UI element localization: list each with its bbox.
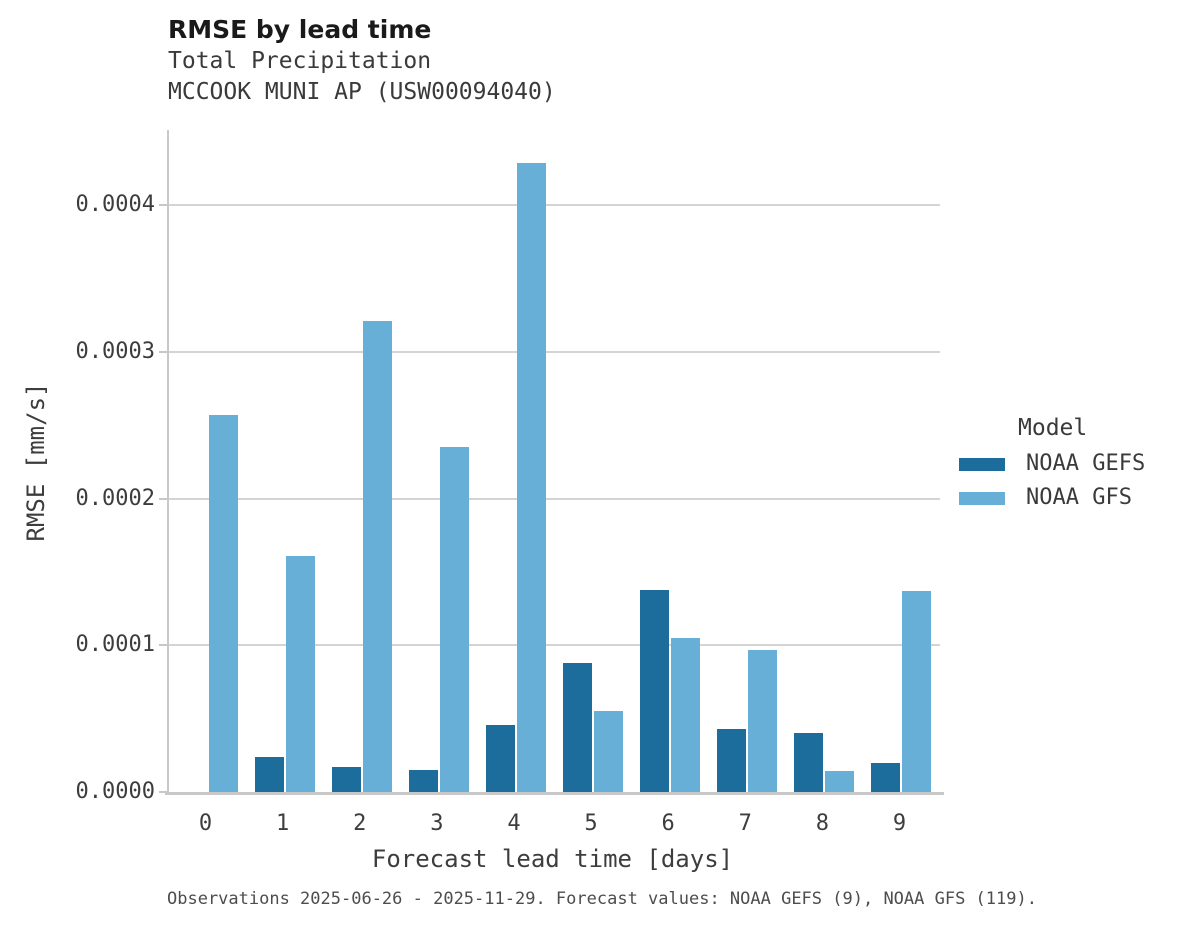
legend-swatch-noaa-gefs [959, 457, 1005, 471]
plot-area [159, 130, 944, 795]
y-tick-mark [159, 204, 167, 207]
y-tick-label: 0.0000 [75, 779, 155, 804]
bar-noaa-gefs-lead-6 [640, 589, 670, 792]
bar-noaa-gefs-lead-1 [254, 756, 284, 792]
bar-noaa-gfs-lead-2 [362, 321, 392, 792]
y-tick-label: 0.0003 [75, 338, 155, 364]
x-tick-label-7: 7 [738, 811, 752, 836]
bar-noaa-gefs-lead-3 [408, 770, 438, 792]
y-tick-label: 0.0002 [75, 485, 155, 511]
legend-swatch-noaa-gfs [959, 491, 1005, 505]
legend: Model NOAA GEFS NOAA GFS [959, 414, 1178, 522]
x-tick-label-0: 0 [198, 811, 213, 836]
gridline-0.0003 [169, 350, 940, 353]
gridline-0.0002 [169, 497, 940, 500]
bar-noaa-gefs-lead-8 [794, 733, 824, 792]
chart-title: RMSE by lead time [168, 15, 432, 44]
y-tick-labels: 0.0000 0.0001 0.0002 0.0003 0.0004 [0, 130, 157, 804]
y-tick-mark [159, 791, 167, 793]
bar-noaa-gefs-lead-9 [871, 762, 901, 792]
bar-noaa-gefs-lead-7 [717, 728, 747, 792]
bar-noaa-gfs-lead-1 [285, 555, 315, 792]
bar-noaa-gfs-lead-5 [594, 711, 624, 792]
legend-label-noaa-gfs: NOAA GFS [1026, 485, 1132, 510]
x-tick-label-4: 4 [507, 811, 521, 836]
chart-subtitle-variable: Total Precipitation [168, 48, 432, 74]
x-axis-spine [165, 792, 944, 795]
legend-title: Model [1018, 415, 1088, 441]
x-axis-label: Forecast lead time [days] [371, 845, 734, 873]
bar-noaa-gfs-lead-9 [902, 591, 932, 792]
bar-noaa-gefs-lead-5 [563, 662, 593, 792]
y-tick-mark [159, 350, 167, 353]
x-tick-label-1: 1 [276, 811, 290, 836]
bar-noaa-gefs-lead-2 [331, 767, 361, 792]
gridline-0.0004 [169, 204, 940, 207]
bar-noaa-gefs-lead-4 [485, 724, 515, 792]
legend-entry-noaa-gefs: NOAA GEFS [959, 451, 1178, 476]
x-tick-label-8: 8 [815, 811, 829, 836]
y-tick-label: 0.0004 [75, 192, 155, 218]
y-tick-mark [159, 644, 167, 647]
bar-noaa-gfs-lead-7 [748, 649, 778, 792]
bar-noaa-gfs-lead-8 [825, 771, 855, 792]
gridline-0.0001 [169, 644, 940, 647]
x-tick-label-3: 3 [430, 811, 444, 836]
x-tick-label-2: 2 [353, 811, 367, 836]
x-tick-label-5: 5 [584, 811, 598, 836]
bar-noaa-gfs-lead-4 [516, 162, 546, 792]
chart-header: RMSE by lead time Total Precipitation MC… [168, 14, 556, 108]
x-tick-label-6: 6 [661, 811, 675, 836]
y-tick-mark [159, 497, 167, 500]
bar-noaa-gfs-lead-0 [208, 414, 238, 792]
bar-noaa-gfs-lead-3 [439, 447, 469, 792]
legend-label-noaa-gefs: NOAA GEFS [1026, 451, 1146, 476]
bar-noaa-gfs-lead-6 [671, 637, 701, 792]
y-tick-label: 0.0001 [75, 632, 155, 658]
chart-subtitle-station: MCCOOK MUNI AP (USW00094040) [168, 79, 556, 105]
x-tick-label-9: 9 [892, 811, 907, 836]
legend-entry-noaa-gfs: NOAA GFS [959, 485, 1178, 510]
caption: Observations 2025-06-26 - 2025-11-29. Fo… [167, 889, 1037, 909]
